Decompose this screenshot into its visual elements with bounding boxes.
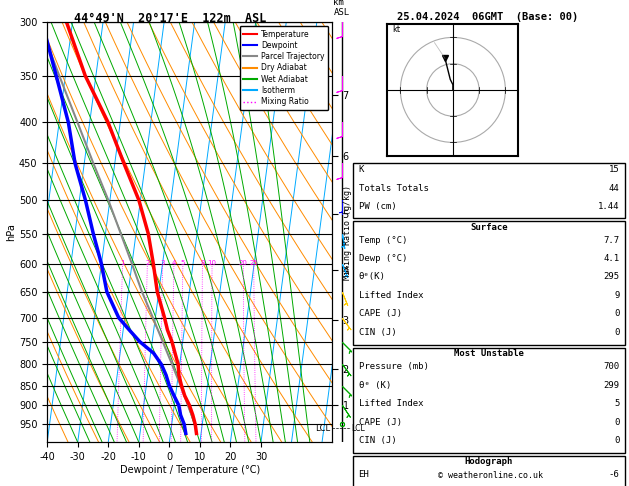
Text: 8: 8 (200, 260, 204, 265)
Text: 0: 0 (614, 328, 620, 337)
Text: 20: 20 (239, 260, 248, 265)
Text: 25.04.2024  06GMT  (Base: 00): 25.04.2024 06GMT (Base: 00) (397, 12, 578, 22)
Text: LCL: LCL (352, 423, 365, 433)
Text: kt: kt (392, 25, 401, 34)
Text: 4.1: 4.1 (603, 254, 620, 263)
Text: CIN (J): CIN (J) (359, 436, 396, 445)
Text: Mixing Ratio (g/kg): Mixing Ratio (g/kg) (343, 185, 352, 279)
Text: 1.44: 1.44 (598, 202, 620, 211)
Text: 4: 4 (172, 260, 176, 265)
Text: 295: 295 (603, 273, 620, 281)
Text: 5: 5 (614, 399, 620, 408)
Text: 3: 3 (160, 260, 165, 265)
Text: 44°49'N  20°17'E  122m  ASL: 44°49'N 20°17'E 122m ASL (74, 12, 266, 25)
Y-axis label: hPa: hPa (6, 223, 16, 241)
Text: 2: 2 (145, 260, 150, 265)
Text: 10: 10 (208, 260, 216, 265)
Text: 9: 9 (614, 291, 620, 300)
Text: 0: 0 (614, 417, 620, 427)
Text: Dewp (°C): Dewp (°C) (359, 254, 407, 263)
Text: 7.7: 7.7 (603, 236, 620, 244)
Text: 5: 5 (181, 260, 185, 265)
Text: Most Unstable: Most Unstable (454, 349, 524, 358)
Text: CIN (J): CIN (J) (359, 328, 396, 337)
Text: K: K (359, 165, 364, 174)
Text: Surface: Surface (470, 223, 508, 232)
Text: 0: 0 (614, 310, 620, 318)
Text: © weatheronline.co.uk: © weatheronline.co.uk (438, 471, 543, 480)
Text: Lifted Index: Lifted Index (359, 291, 423, 300)
Text: 44: 44 (609, 184, 620, 193)
Text: PW (cm): PW (cm) (359, 202, 396, 211)
Text: Pressure (mb): Pressure (mb) (359, 362, 428, 371)
Text: 1: 1 (120, 260, 125, 265)
Text: CAPE (J): CAPE (J) (359, 310, 401, 318)
Text: CAPE (J): CAPE (J) (359, 417, 401, 427)
Text: θᵉ (K): θᵉ (K) (359, 381, 391, 390)
Text: -6: -6 (609, 470, 620, 479)
Text: θᵉ(K): θᵉ(K) (359, 273, 386, 281)
Legend: Temperature, Dewpoint, Parcel Trajectory, Dry Adiabat, Wet Adiabat, Isotherm, Mi: Temperature, Dewpoint, Parcel Trajectory… (240, 26, 328, 110)
Text: 0: 0 (614, 436, 620, 445)
Text: LCL: LCL (316, 423, 331, 433)
Text: EH: EH (359, 470, 369, 479)
Text: 299: 299 (603, 381, 620, 390)
Text: 700: 700 (603, 362, 620, 371)
Text: 15: 15 (609, 165, 620, 174)
Text: 25: 25 (249, 260, 258, 265)
Text: Temp (°C): Temp (°C) (359, 236, 407, 244)
Text: km
ASL: km ASL (333, 0, 350, 17)
Text: Lifted Index: Lifted Index (359, 399, 423, 408)
Text: Totals Totals: Totals Totals (359, 184, 428, 193)
X-axis label: Dewpoint / Temperature (°C): Dewpoint / Temperature (°C) (120, 465, 260, 475)
Text: Hodograph: Hodograph (465, 457, 513, 467)
